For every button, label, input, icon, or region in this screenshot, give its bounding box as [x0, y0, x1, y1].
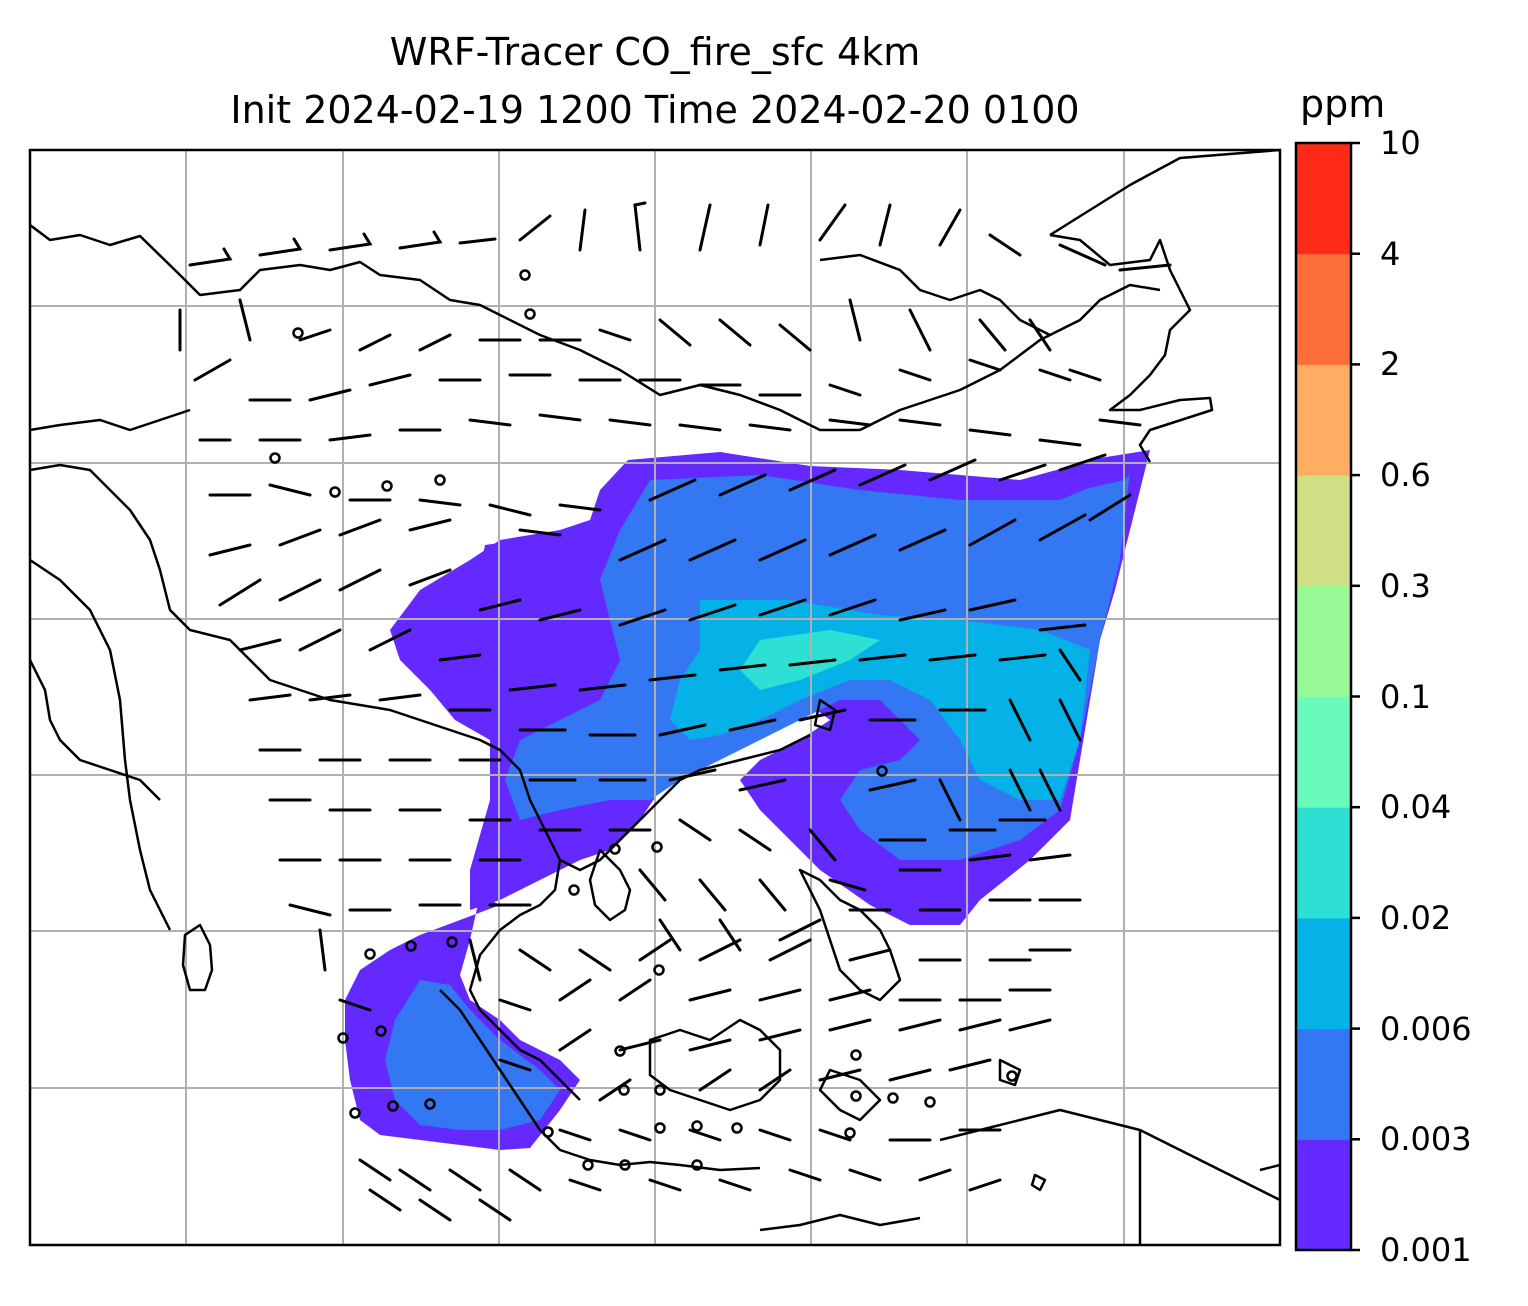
- colorbar-segment: [1296, 143, 1351, 255]
- colorbar-tick-label: 10: [1380, 124, 1421, 162]
- colorbar-segment: [1296, 585, 1351, 697]
- gridlines: [30, 150, 1280, 1245]
- colorbar-tick-label: 0.3: [1380, 566, 1431, 605]
- colorbar-tick-label: 0.001: [1380, 1231, 1472, 1269]
- wind-barbs: [178, 201, 1172, 1222]
- colorbar-tick-label: 0.003: [1380, 1120, 1472, 1159]
- map-frame: [28, 148, 1282, 1247]
- colorbar-segment: [1296, 1139, 1351, 1251]
- colorbar: [1294, 141, 1360, 1252]
- colorbar-unit-label: ppm: [1300, 82, 1386, 126]
- plume-layer: [345, 450, 1150, 1150]
- colorbar-segment: [1296, 253, 1351, 365]
- colorbar-tick-label: 0.6: [1380, 456, 1431, 495]
- colorbar-tick-label: 0.006: [1380, 1009, 1472, 1048]
- colorbar-tick-label: 4: [1380, 234, 1401, 273]
- colorbar-tick-label: 0.02: [1380, 898, 1452, 937]
- map-subtitle: Init 2024-02-19 1200 Time 2024-02-20 010…: [230, 88, 1080, 132]
- map-title: WRF-Tracer CO_fire_sfc 4km: [389, 30, 921, 74]
- colorbar-tick-label: 0.04: [1380, 788, 1452, 827]
- colorbar-tick-label: 2: [1380, 345, 1401, 384]
- colorbar-segment: [1296, 1028, 1351, 1140]
- plume-east-tongue: [1035, 462, 1140, 495]
- colorbar-segment: [1296, 807, 1351, 919]
- colorbar-segment: [1296, 475, 1351, 587]
- calm-circles: [269, 269, 1018, 1171]
- colorbar-tick-label: 0.1: [1380, 677, 1431, 716]
- colorbar-segment: [1296, 364, 1351, 476]
- colorbar-segment: [1296, 696, 1351, 808]
- colorbar-segment: [1296, 917, 1351, 1030]
